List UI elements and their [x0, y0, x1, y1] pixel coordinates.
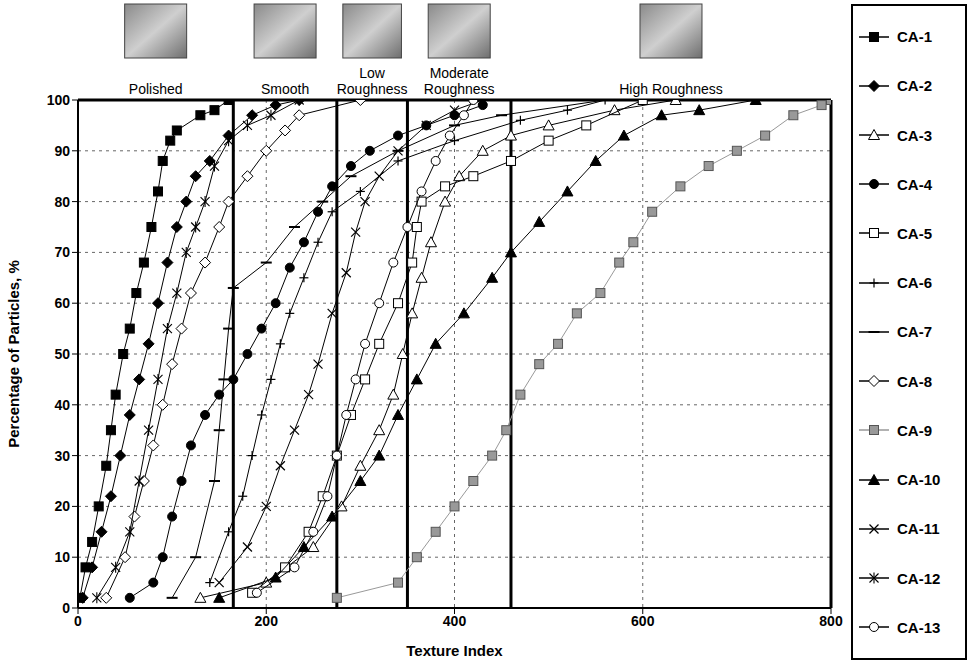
html-text:CA-8: CA-8	[897, 372, 932, 390]
svg-text:50: 50	[54, 346, 70, 362]
html-text:CA-7: CA-7	[897, 323, 932, 341]
svg-text:70: 70	[54, 244, 70, 260]
svg-text:High Roughness: High Roughness	[619, 81, 723, 97]
html-text:CA-3: CA-3	[897, 126, 932, 144]
html-text:CA-12: CA-12	[897, 569, 941, 587]
svg-text:10: 10	[54, 549, 70, 565]
svg-text:60: 60	[54, 295, 70, 311]
svg-text:200: 200	[255, 613, 279, 629]
svg-text:Low: Low	[359, 65, 386, 81]
svg-text:80: 80	[54, 194, 70, 210]
html-text:CA-9: CA-9	[897, 421, 932, 439]
svg-text:90: 90	[54, 143, 70, 159]
svg-text:800: 800	[819, 613, 843, 629]
svg-text:40: 40	[54, 397, 70, 413]
html-text:CA-11: CA-11	[897, 520, 940, 538]
html-text:CA-13: CA-13	[897, 618, 941, 636]
html-text:CA-6: CA-6	[897, 274, 932, 292]
svg-text:100: 100	[47, 92, 71, 108]
html-text:CA-10: CA-10	[897, 471, 941, 489]
svg-text:0: 0	[74, 613, 82, 629]
svg-text:600: 600	[631, 613, 655, 629]
html-text:CA-4: CA-4	[897, 175, 932, 193]
svg-text:0: 0	[62, 600, 70, 616]
html-text:CA-5: CA-5	[897, 225, 932, 242]
svg-text:30: 30	[54, 448, 70, 464]
html-text:CA-1: CA-1	[897, 28, 932, 46]
svg-text:Moderate: Moderate	[430, 65, 489, 81]
svg-text:400: 400	[443, 613, 467, 629]
svg-text:Roughness: Roughness	[424, 81, 495, 97]
svg-text:Percentage of Particles, %: Percentage of Particles, %	[5, 260, 22, 448]
svg-text:20: 20	[54, 498, 70, 514]
svg-text:Roughness: Roughness	[337, 81, 408, 97]
html-text:CA-2: CA-2	[897, 77, 932, 95]
svg-text:Texture Index: Texture Index	[406, 642, 503, 659]
svg-text:Smooth: Smooth	[261, 81, 309, 97]
svg-text:Polished: Polished	[129, 81, 183, 97]
